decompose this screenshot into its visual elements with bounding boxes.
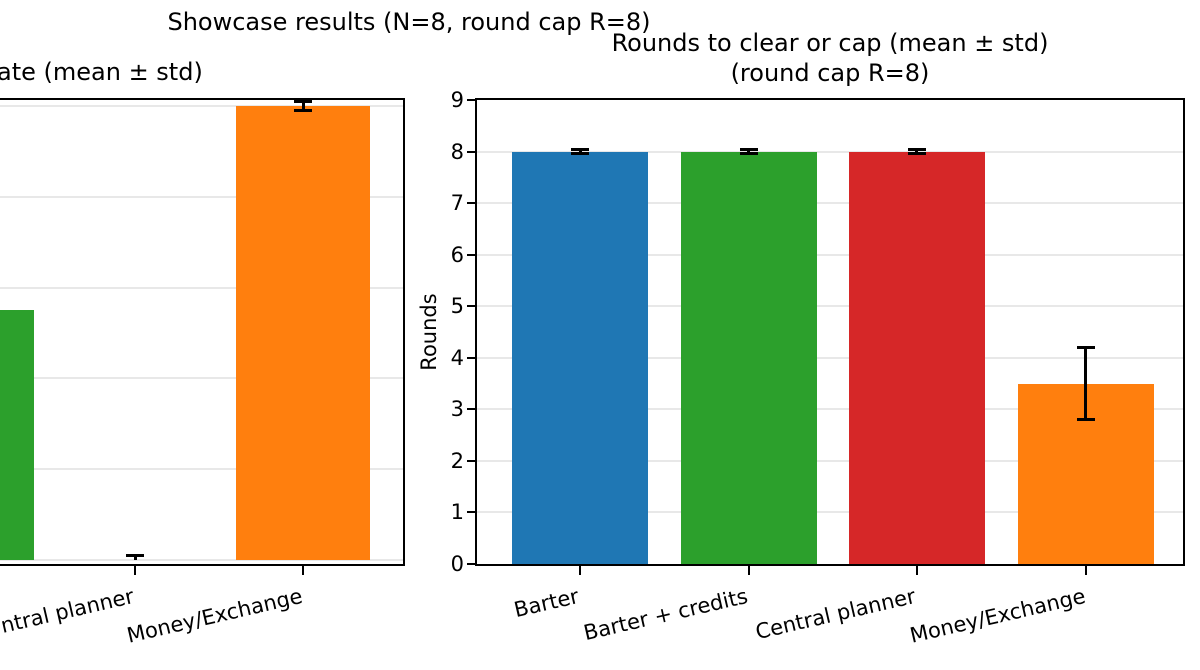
- gridline: [0, 105, 403, 108]
- x-tick-label: Money/Exchange: [907, 584, 1088, 648]
- error-bar-cap-top: [1076, 345, 1095, 349]
- error-bar-line: [578, 149, 582, 154]
- x-tick: [747, 566, 750, 575]
- x-tick: [915, 566, 918, 575]
- y-tick-label: 7: [450, 191, 464, 216]
- gridline: [0, 286, 403, 289]
- gridline: [477, 459, 1183, 462]
- right-chart-title-line2: (round cap R=8): [730, 59, 930, 87]
- y-tick-label: 0: [450, 552, 464, 576]
- y-tick: [467, 408, 475, 411]
- y-tick: [467, 563, 475, 565]
- gridline: [477, 305, 1183, 308]
- x-tick-label: Barter + credits: [581, 584, 751, 646]
- x-tick: [579, 566, 582, 575]
- gridline: [0, 377, 403, 380]
- y-tick-label: 3: [450, 397, 464, 422]
- gridline: [477, 253, 1183, 256]
- error-bar-line: [747, 149, 751, 154]
- x-tick-label: ntral planner: [0, 584, 137, 638]
- error-bar-line: [915, 149, 919, 154]
- figure-suptitle: Showcase results (N=8, round cap R=8): [167, 8, 651, 36]
- bar: [0, 310, 34, 560]
- y-tick: [467, 511, 475, 514]
- y-tick-label: 6: [450, 242, 464, 267]
- gridline: [477, 202, 1183, 205]
- y-tick: [467, 305, 475, 308]
- clear-rate-chart-plot-area: ntral planner Money/Exchange: [0, 98, 405, 648]
- error-bar-cap-top: [294, 100, 313, 104]
- y-tick: [467, 99, 475, 101]
- x-tick: [134, 566, 136, 575]
- x-tick-label: Central planner: [753, 584, 919, 645]
- y-tick-label: 2: [450, 448, 464, 473]
- bar: [512, 151, 649, 564]
- bar: [236, 106, 371, 560]
- gridline: [477, 150, 1183, 153]
- error-bar-line: [1084, 347, 1088, 420]
- gridline: [0, 468, 403, 471]
- y-tick-label: 5: [450, 294, 464, 319]
- right-chart-title-line1: Rounds to clear or cap (mean ± std): [611, 29, 1049, 57]
- gridline: [0, 558, 403, 561]
- error-bar-cap-bottom: [294, 109, 313, 113]
- error-bar-cap-bottom: [739, 152, 758, 156]
- y-tick: [467, 459, 475, 462]
- y-tick-label: 9: [450, 88, 464, 112]
- x-tick-label: Money/Exchange: [124, 584, 305, 648]
- error-bar-cap-bottom: [571, 152, 590, 156]
- bar: [848, 151, 985, 564]
- right-chart-title: Rounds to clear or cap (mean ± std) (rou…: [477, 28, 1183, 88]
- gridline: [477, 408, 1183, 411]
- error-bar-line: [133, 555, 137, 560]
- y-tick: [467, 253, 475, 256]
- gridline: [477, 511, 1183, 514]
- error-bar-cap-bottom: [907, 152, 926, 156]
- error-bar-cap-top: [739, 147, 758, 151]
- rounds-chart-plot-area: Barter Barter + credits Central planner Mon…: [451, 88, 1185, 648]
- y-tick: [467, 356, 475, 359]
- x-tick: [1084, 566, 1087, 575]
- gridline: [477, 356, 1183, 359]
- y-tick: [467, 150, 475, 153]
- error-bar-line: [301, 101, 305, 111]
- y-tick-label: 4: [450, 345, 464, 370]
- x-tick: [302, 566, 305, 575]
- bar: [680, 151, 817, 564]
- error-bar-cap-top: [907, 147, 926, 151]
- y-tick-label: 8: [450, 139, 464, 164]
- x-tick-label: Barter: [512, 584, 582, 623]
- y-tick: [467, 202, 475, 205]
- gridline: [0, 196, 403, 199]
- error-bar-cap-bottom: [1076, 418, 1095, 422]
- error-bar-cap-top: [126, 553, 144, 557]
- y-tick-label: 1: [450, 500, 464, 525]
- left-chart-title: ate (mean ± std): [0, 58, 203, 86]
- error-bar-cap-top: [571, 147, 590, 151]
